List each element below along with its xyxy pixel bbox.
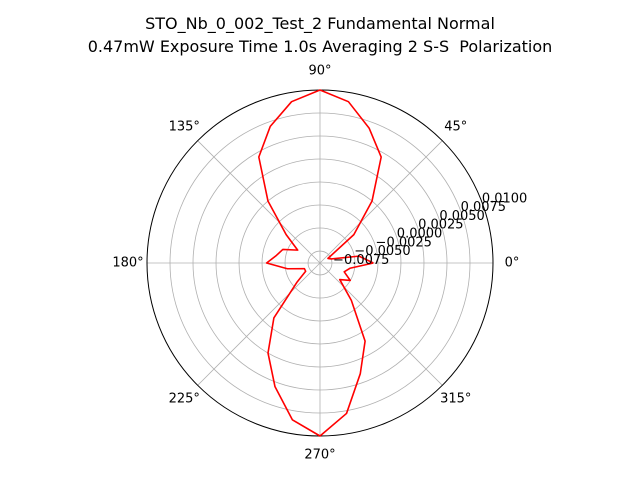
- data-layer: [258, 89, 382, 437]
- r-tick-label: −0.0025: [376, 235, 432, 250]
- theta-grid-line: [319, 262, 443, 386]
- chart-title-line-2: 0.47mW Exposure Time 1.0s Averaging 2 S-…: [87, 37, 553, 56]
- theta-tick-label: 270°: [304, 448, 335, 463]
- theta-grid-line: [197, 262, 321, 386]
- theta-tick-label: 90°: [308, 64, 331, 79]
- r-tick-label: 0.0000: [397, 227, 443, 242]
- r-tick-label: 0.0025: [418, 218, 464, 233]
- theta-tick-label: 0°: [505, 256, 520, 271]
- theta-tick-label: 225°: [169, 391, 200, 406]
- theta-tick-label: 135°: [169, 120, 200, 135]
- polar-grid: [146, 89, 494, 437]
- r-tick-label: −0.0075: [333, 253, 389, 268]
- series-line: [258, 89, 382, 437]
- label-layer: 0°45°90°135°180°225°270°315°−0.0075−0.00…: [112, 64, 527, 463]
- theta-tick-label: 45°: [444, 120, 467, 135]
- r-tick-label: 0.0050: [439, 209, 485, 224]
- r-tick-label: −0.0050: [354, 244, 410, 259]
- r-tick-label: 0.0100: [482, 191, 527, 206]
- chart-title-line-1: STO_Nb_0_002_Test_2 Fundamental Normal: [145, 14, 495, 33]
- theta-grid-line: [319, 140, 443, 264]
- theta-tick-label: 180°: [112, 256, 143, 271]
- r-tick-label: 0.0075: [461, 200, 507, 215]
- theta-grid-line: [197, 140, 321, 264]
- theta-tick-label: 315°: [440, 391, 471, 406]
